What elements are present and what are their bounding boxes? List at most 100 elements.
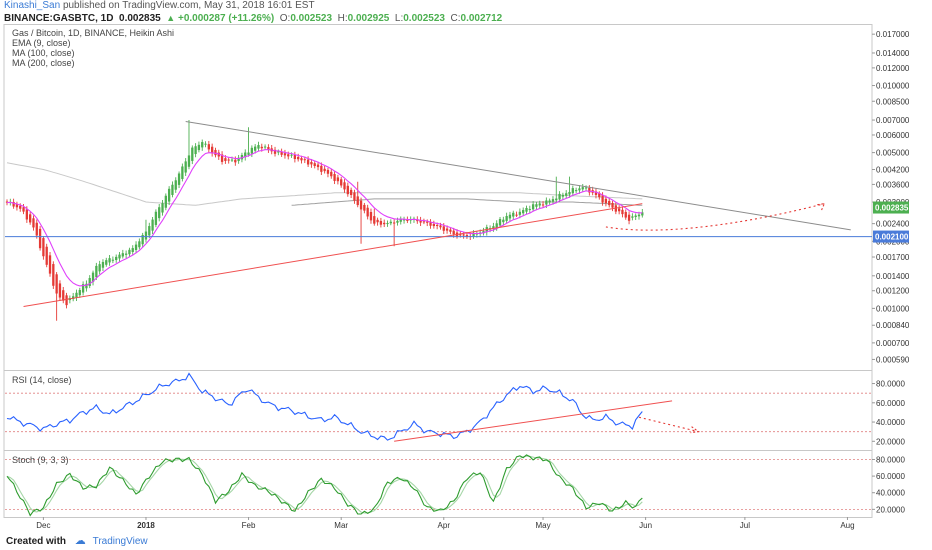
symbol-name[interactable]: BINANCE:GASBTC, 1D bbox=[4, 13, 114, 24]
rsi-ytick-label: 80.0000 bbox=[876, 380, 905, 389]
candle-body bbox=[55, 274, 58, 294]
stoch-d-line bbox=[6, 455, 643, 514]
candle-body bbox=[399, 218, 402, 222]
candle-body bbox=[29, 214, 32, 223]
main-ytick-label: 0.001700 bbox=[876, 253, 910, 262]
candle-body bbox=[131, 248, 134, 252]
main-ytick-label: 0.005000 bbox=[876, 149, 910, 158]
candle-body bbox=[277, 151, 280, 153]
candle-body bbox=[19, 205, 22, 209]
candle-body bbox=[611, 203, 614, 208]
candle-body bbox=[634, 215, 637, 218]
candle-body bbox=[333, 174, 336, 181]
candle-body bbox=[177, 173, 181, 185]
ma-200-line bbox=[291, 198, 643, 206]
candle-body bbox=[442, 226, 445, 231]
candle-body bbox=[148, 226, 151, 236]
high-label: H: bbox=[337, 13, 348, 24]
candle-body bbox=[194, 146, 197, 155]
candle-body bbox=[346, 185, 349, 195]
candle-body bbox=[584, 187, 588, 189]
xtick-label: Aug bbox=[840, 521, 854, 530]
main-ytick-label: 0.008500 bbox=[876, 97, 910, 106]
candle-body bbox=[207, 144, 210, 150]
main-ytick-label: 0.004200 bbox=[876, 165, 910, 174]
xtick-label: May bbox=[535, 521, 550, 530]
candle-body bbox=[164, 195, 167, 208]
candle-body bbox=[389, 221, 392, 224]
candle-body bbox=[515, 214, 518, 216]
candle-body bbox=[505, 216, 508, 221]
candle-body bbox=[300, 158, 303, 161]
moving-averages bbox=[6, 162, 643, 206]
candle-body bbox=[459, 234, 462, 236]
candle-body bbox=[326, 169, 330, 174]
candle-body bbox=[330, 171, 333, 177]
candle-body bbox=[197, 144, 201, 151]
candle-body bbox=[124, 253, 128, 255]
candle-body bbox=[316, 164, 320, 168]
candle-body bbox=[531, 204, 535, 210]
candle-body bbox=[144, 231, 148, 240]
candle-body bbox=[161, 203, 164, 213]
candle-body bbox=[541, 204, 545, 206]
ema-line bbox=[6, 149, 643, 287]
stoch-ytick-label: 20.0000 bbox=[876, 505, 905, 514]
candle-body bbox=[571, 188, 574, 194]
candle-body bbox=[502, 219, 505, 223]
main-ytick-label: 0.001000 bbox=[876, 304, 910, 313]
candle-body bbox=[15, 204, 19, 208]
heikin-ashi-candles bbox=[5, 120, 644, 321]
candle-body bbox=[75, 292, 78, 298]
chart-canvas[interactable]: 0.017000 0.014000 0.012000 0.010000 0.008500… bbox=[0, 0, 932, 533]
candle-body bbox=[359, 200, 363, 210]
candle-body bbox=[138, 241, 141, 248]
tradingview-brand[interactable]: TradingView bbox=[92, 536, 148, 547]
candle-body bbox=[167, 188, 171, 202]
candle-body bbox=[35, 222, 38, 236]
candle-body bbox=[81, 284, 85, 293]
candle-body bbox=[303, 159, 306, 161]
candle-body bbox=[95, 265, 98, 278]
main-ytick-label: 0.000840 bbox=[876, 321, 910, 330]
legend-ema: EMA (9, close) bbox=[12, 38, 71, 48]
candle-body bbox=[290, 154, 293, 156]
candle-body bbox=[32, 218, 35, 228]
candle-body bbox=[594, 191, 598, 195]
candle-body bbox=[492, 226, 495, 229]
candle-body bbox=[88, 278, 91, 286]
indicator-lines bbox=[6, 372, 701, 517]
candle-body bbox=[52, 264, 55, 286]
author-link[interactable]: Kinashi_San bbox=[4, 0, 61, 11]
stoch-pane-border bbox=[3, 450, 873, 518]
candle-body bbox=[386, 223, 389, 225]
candle-body bbox=[379, 221, 383, 225]
candle-body bbox=[234, 159, 237, 163]
candle-body bbox=[472, 232, 475, 237]
candle-body bbox=[366, 207, 369, 217]
candle-body bbox=[210, 146, 214, 154]
candle-body bbox=[217, 152, 220, 157]
symbol-line: BINANCE:GASBTC, 1D 0.002835 ▲ +0.000287 … bbox=[4, 12, 928, 25]
main-ytick-label: 0.014000 bbox=[876, 49, 910, 58]
candle-body bbox=[426, 221, 429, 223]
candle-body bbox=[462, 234, 465, 236]
main-title: Gas / Bitcoin, 1D, BINANCE, Heikin Ashi bbox=[12, 28, 174, 38]
rsi-ytick-label: 60.0000 bbox=[876, 399, 905, 408]
candle-body bbox=[25, 209, 29, 220]
candle-body bbox=[187, 155, 191, 167]
candle-body bbox=[287, 154, 290, 157]
legend-ma100: MA (100, close) bbox=[12, 48, 75, 58]
candle-body bbox=[538, 203, 541, 206]
tradingview-logo-icon: ☁ bbox=[74, 535, 86, 547]
candle-body bbox=[402, 219, 406, 221]
candle-body bbox=[48, 255, 52, 274]
candle-body bbox=[174, 180, 177, 190]
hline-price-label-bg bbox=[873, 230, 909, 243]
candle-body bbox=[320, 165, 323, 172]
candle-body bbox=[306, 159, 310, 165]
open-value: 0.002523 bbox=[290, 13, 333, 24]
drawings bbox=[5, 120, 872, 307]
stoch-k-line bbox=[6, 454, 643, 517]
candle-body bbox=[65, 295, 68, 306]
